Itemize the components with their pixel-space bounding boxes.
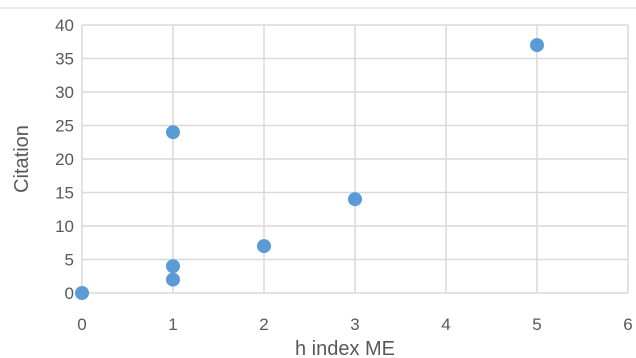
data-point xyxy=(75,286,89,300)
y-tick-label: 30 xyxy=(55,83,74,102)
x-tick-label: 3 xyxy=(350,315,359,334)
x-tick-label: 4 xyxy=(441,315,450,334)
y-axis-title: Citation xyxy=(11,125,33,193)
x-tick-label: 6 xyxy=(623,315,632,334)
y-tick-label: 20 xyxy=(55,150,74,169)
x-tick-label: 2 xyxy=(259,315,268,334)
y-tick-label: 25 xyxy=(55,117,74,136)
y-tick-label: 5 xyxy=(65,251,74,270)
x-tick-label: 5 xyxy=(532,315,541,334)
data-point xyxy=(166,125,180,140)
y-tick-labels: 0 5 10 15 20 25 30 35 40 xyxy=(55,16,74,303)
y-tick-label: 0 xyxy=(65,284,74,303)
y-tick-label: 35 xyxy=(55,50,74,69)
data-point xyxy=(530,38,544,53)
data-points xyxy=(75,38,544,300)
x-tick-label: 0 xyxy=(77,315,86,334)
data-point xyxy=(348,192,362,207)
data-point xyxy=(166,272,180,287)
data-point xyxy=(166,259,180,274)
x-axis-title: h index ME xyxy=(295,338,395,358)
x-tick-label: 1 xyxy=(168,315,177,334)
y-tick-label: 15 xyxy=(55,184,74,203)
y-tick-label: 40 xyxy=(55,16,74,35)
data-point xyxy=(257,239,271,254)
x-tick-labels: 0 1 2 3 4 5 6 xyxy=(77,315,632,334)
y-tick-label: 10 xyxy=(55,217,74,236)
